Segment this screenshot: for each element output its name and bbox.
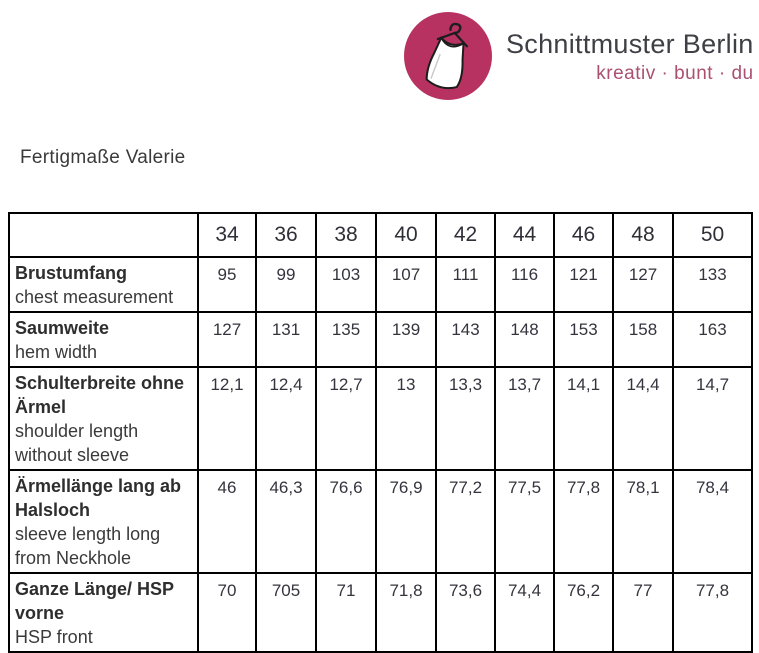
brand-tagline: kreativ · bunt · du — [596, 63, 754, 84]
measurement-label-cell: Ganze Länge/ HSP vorne HSP front — [8, 572, 199, 653]
measurement-label-cell: Saumweite hem width — [8, 311, 199, 368]
table-row: Ganze Länge/ HSP vorne HSP front 70 705 71 71… — [8, 572, 753, 653]
measurement-value: 76,2 — [553, 572, 614, 653]
measurement-value: 77,5 — [494, 469, 555, 574]
size-header-40: 40 — [375, 212, 437, 258]
measurement-value: 77,8 — [553, 469, 614, 574]
table-row: Ärmellänge lang ab Halsloch sleeve length… — [8, 469, 753, 574]
measurement-label-en: hem width — [15, 342, 98, 362]
measurement-value: 76,9 — [375, 469, 437, 574]
size-header-42: 42 — [435, 212, 496, 258]
measurement-value: 133 — [672, 256, 753, 313]
page: Schnittmuster Berlin kreativ · bunt · du… — [8, 12, 754, 653]
size-header-48: 48 — [612, 212, 674, 258]
measurement-value: 76,6 — [315, 469, 377, 574]
measurement-value: 14,1 — [553, 366, 614, 471]
measurement-label-cell: Brustumfang chest measurement — [8, 256, 199, 313]
logo-text: Schnittmuster Berlin kreativ · bunt · du — [506, 12, 754, 85]
measurement-label-de: Saumweite — [15, 318, 110, 338]
table-row: Saumweite hem width 127 131 135 139 143 148 153 1… — [8, 311, 753, 368]
measurement-value: 158 — [612, 311, 674, 368]
measurement-value: 78,4 — [672, 469, 753, 574]
measurement-value: 99 — [255, 256, 317, 313]
measurement-value: 127 — [612, 256, 674, 313]
table-row: Schulterbreite ohne Ärmel shoulder length… — [8, 366, 753, 471]
size-table-header-row: 34 36 38 40 42 44 46 48 50 — [8, 212, 753, 258]
size-header-34: 34 — [197, 212, 257, 258]
size-header-36: 36 — [255, 212, 317, 258]
measurement-value: 70 — [197, 572, 257, 653]
measurement-value: 121 — [553, 256, 614, 313]
measurement-value: 12,7 — [315, 366, 377, 471]
table-row: Brustumfang chest measurement 95 99 103 107 11… — [8, 256, 753, 313]
measurement-value: 148 — [494, 311, 555, 368]
size-header-46: 46 — [553, 212, 614, 258]
measurement-value: 127 — [197, 311, 257, 368]
measurement-value: 12,4 — [255, 366, 317, 471]
size-table-body: Brustumfang chest measurement 95 99 103 107 11… — [8, 256, 753, 653]
measurement-value: 12,1 — [197, 366, 257, 471]
measurement-value: 139 — [375, 311, 437, 368]
measurement-value: 46 — [197, 469, 257, 574]
measurement-label-en: shoulder length without sleeve — [15, 421, 139, 465]
measurement-value: 78,1 — [612, 469, 674, 574]
measurement-value: 71 — [315, 572, 377, 653]
measurement-label-en: sleeve length long from Neckhole — [15, 524, 161, 568]
measurement-value: 14,4 — [612, 366, 674, 471]
measurement-label-en: chest measurement — [15, 287, 174, 307]
measurement-value: 163 — [672, 311, 753, 368]
measurement-value: 107 — [375, 256, 437, 313]
measurement-label-cell: Ärmellänge lang ab Halsloch sleeve length… — [8, 469, 199, 574]
measurement-value: 153 — [553, 311, 614, 368]
measurement-value: 135 — [315, 311, 377, 368]
size-table: 34 36 38 40 42 44 46 48 50 Brustumfang chest meas… — [8, 212, 753, 653]
page-title: Fertigmaße Valerie — [20, 147, 186, 168]
measurement-value: 74,4 — [494, 572, 555, 653]
measurement-label-de: Brustumfang — [15, 263, 127, 283]
measurement-value: 77 — [612, 572, 674, 653]
measurement-value: 71,8 — [375, 572, 437, 653]
measurement-value: 13,7 — [494, 366, 555, 471]
size-header-50: 50 — [672, 212, 753, 258]
measurement-value: 103 — [315, 256, 377, 313]
measurement-value: 77,8 — [672, 572, 753, 653]
measurement-value: 705 — [255, 572, 317, 653]
measurement-value: 73,6 — [435, 572, 496, 653]
measurement-value: 77,2 — [435, 469, 496, 574]
brand-name: Schnittmuster Berlin — [506, 29, 754, 59]
size-header-44: 44 — [494, 212, 555, 258]
dress-on-hanger-icon — [404, 12, 492, 100]
measurement-label-cell: Schulterbreite ohne Ärmel shoulder length… — [8, 366, 199, 471]
measurement-value: 13,3 — [435, 366, 496, 471]
measurement-value: 95 — [197, 256, 257, 313]
corner-cell — [8, 212, 199, 258]
measurement-label-de: Ärmellänge lang ab Halsloch — [15, 476, 182, 520]
measurement-value: 131 — [255, 311, 317, 368]
logo: Schnittmuster Berlin kreativ · bunt · du — [404, 12, 754, 100]
measurement-value: 14,7 — [672, 366, 753, 471]
measurement-label-de: Ganze Länge/ HSP vorne — [15, 579, 174, 623]
size-header-38: 38 — [315, 212, 377, 258]
measurement-label-de: Schulterbreite ohne Ärmel — [15, 373, 185, 417]
measurement-value: 143 — [435, 311, 496, 368]
measurement-value: 111 — [435, 256, 496, 313]
measurement-label-en: HSP front — [15, 627, 93, 647]
measurement-value: 116 — [494, 256, 555, 313]
measurement-value: 46,3 — [255, 469, 317, 574]
measurement-value: 13 — [375, 366, 437, 471]
